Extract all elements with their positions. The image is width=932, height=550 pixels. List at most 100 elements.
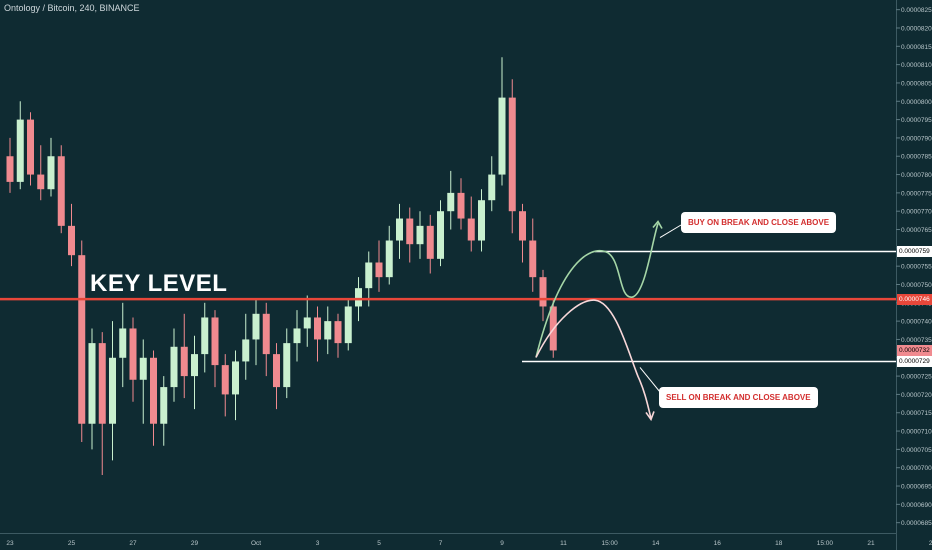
price-axis-label: 0.0000700	[901, 465, 932, 472]
price-axis: 0.0000825 0.0000820 0.0000815 0.0000810 0.00…	[896, 7, 932, 527]
candle-body	[324, 321, 332, 340]
price-tag-last-price: 0.0000732	[897, 344, 932, 356]
candle-body	[27, 119, 34, 175]
candle-body	[47, 156, 55, 190]
candle-body	[170, 346, 178, 388]
candle-body	[355, 288, 362, 307]
time-axis-label: 18	[775, 540, 783, 547]
price-axis-label: 0.0000740	[901, 319, 932, 326]
price-axis-label: 0.0000815	[901, 44, 932, 51]
time-axis-label: 27	[129, 540, 137, 547]
time-axis-label: 16	[714, 540, 722, 547]
price-axis-label: 0.0000820	[901, 25, 932, 32]
candle-body	[68, 225, 75, 256]
candle-body	[191, 354, 198, 377]
price-axis-label: 0.0000735	[901, 337, 932, 344]
sell-note: SELL ON BREAK AND CLOSE ABOVE	[659, 387, 818, 408]
candle-body	[447, 192, 455, 212]
candle-body	[16, 119, 24, 182]
buy-projection-path	[535, 223, 659, 358]
candle-body	[262, 313, 270, 355]
price-axis-label: 0.0000725	[901, 374, 932, 381]
candle-body	[426, 225, 434, 259]
candle-body	[273, 354, 280, 388]
chart-title: Ontology / Bitcoin, 240, BINANCE	[4, 3, 140, 13]
candle-body	[119, 328, 127, 358]
candle-body	[344, 306, 352, 344]
candle-body	[539, 277, 547, 307]
candle-body	[283, 343, 291, 388]
candles	[6, 57, 557, 476]
price-axis-label: 0.0000795	[901, 117, 932, 124]
candle-body	[160, 387, 168, 424]
projection-paths	[535, 220, 682, 422]
price-axis-label: 0.0000780	[901, 172, 932, 179]
price-axis-label: 0.0000810	[901, 62, 932, 69]
price-axis-label: 0.0000770	[901, 209, 932, 216]
candle-body	[396, 218, 403, 241]
candle-body	[488, 174, 496, 201]
price-axis-label: 0.0000785	[901, 154, 932, 161]
price-axis-label: 0.0000750	[901, 282, 932, 289]
level-lines	[0, 250, 896, 363]
time-axis-label: 15:00	[817, 540, 834, 547]
price-axis-label: 0.0000715	[901, 410, 932, 417]
candle-body	[242, 339, 250, 362]
time-axis-label: 21	[867, 540, 875, 547]
time-axis-label: 29	[191, 540, 199, 547]
price-axis-label: 0.0000705	[901, 447, 932, 454]
candle-body	[37, 174, 45, 190]
candle-body	[478, 200, 485, 241]
price-tag-resistance: 0.0000759	[897, 246, 932, 257]
candle-body	[109, 357, 116, 424]
time-axis-label: 7	[439, 540, 443, 547]
price-axis-label: 0.0000695	[901, 484, 932, 491]
sell-note-pointer	[639, 367, 661, 393]
key-level-label: KEY LEVEL	[90, 270, 228, 297]
candle-body	[529, 240, 537, 278]
time-axis-label: 3	[316, 540, 320, 547]
candle-body	[365, 262, 373, 289]
time-axis-label: 5	[377, 540, 381, 547]
sell-projection-path	[535, 299, 652, 419]
candle-body	[6, 156, 14, 182]
candle-body	[416, 225, 424, 245]
candle-body	[78, 255, 86, 424]
candle-body	[437, 211, 444, 259]
candle-body	[221, 365, 229, 395]
candle-body	[467, 218, 475, 241]
candle-body	[129, 328, 137, 380]
candle-body	[201, 317, 209, 355]
candle-body	[252, 313, 260, 340]
buy-note-pointer	[659, 224, 682, 238]
candle-body	[180, 346, 188, 377]
time-axis-label: 15:00	[601, 540, 618, 547]
time-axis-label: 14	[652, 540, 660, 547]
time-axis-label: 23	[929, 540, 932, 547]
price-axis-label: 0.0000800	[901, 99, 932, 106]
time-axis-label: 11	[560, 540, 567, 547]
price-tag-support: 0.0000729	[897, 355, 932, 367]
candle-body	[314, 317, 321, 340]
candle-body	[406, 218, 414, 245]
sell-arrow-head	[645, 411, 655, 422]
candle-body	[232, 361, 239, 395]
candle-body	[303, 317, 311, 329]
time-axis-label: Oct	[251, 540, 261, 547]
price-axis-label: 0.0000720	[901, 392, 932, 399]
price-axis-label: 0.0000685	[901, 520, 932, 527]
price-axis-label: 0.0000805	[901, 80, 932, 87]
candle-body	[385, 240, 393, 278]
time-axis-label: 23	[6, 540, 14, 547]
buy-note: BUY ON BREAK AND CLOSE ABOVE	[681, 212, 837, 233]
price-axis-label: 0.0000755	[901, 264, 932, 271]
price-axis-label: 0.0000690	[901, 502, 932, 509]
candle-body	[375, 262, 383, 278]
price-axis-label: 0.0000775	[901, 190, 932, 197]
candle-body	[98, 343, 106, 424]
candle-body	[519, 211, 526, 241]
candle-body	[57, 156, 65, 226]
candle-body	[293, 328, 301, 344]
